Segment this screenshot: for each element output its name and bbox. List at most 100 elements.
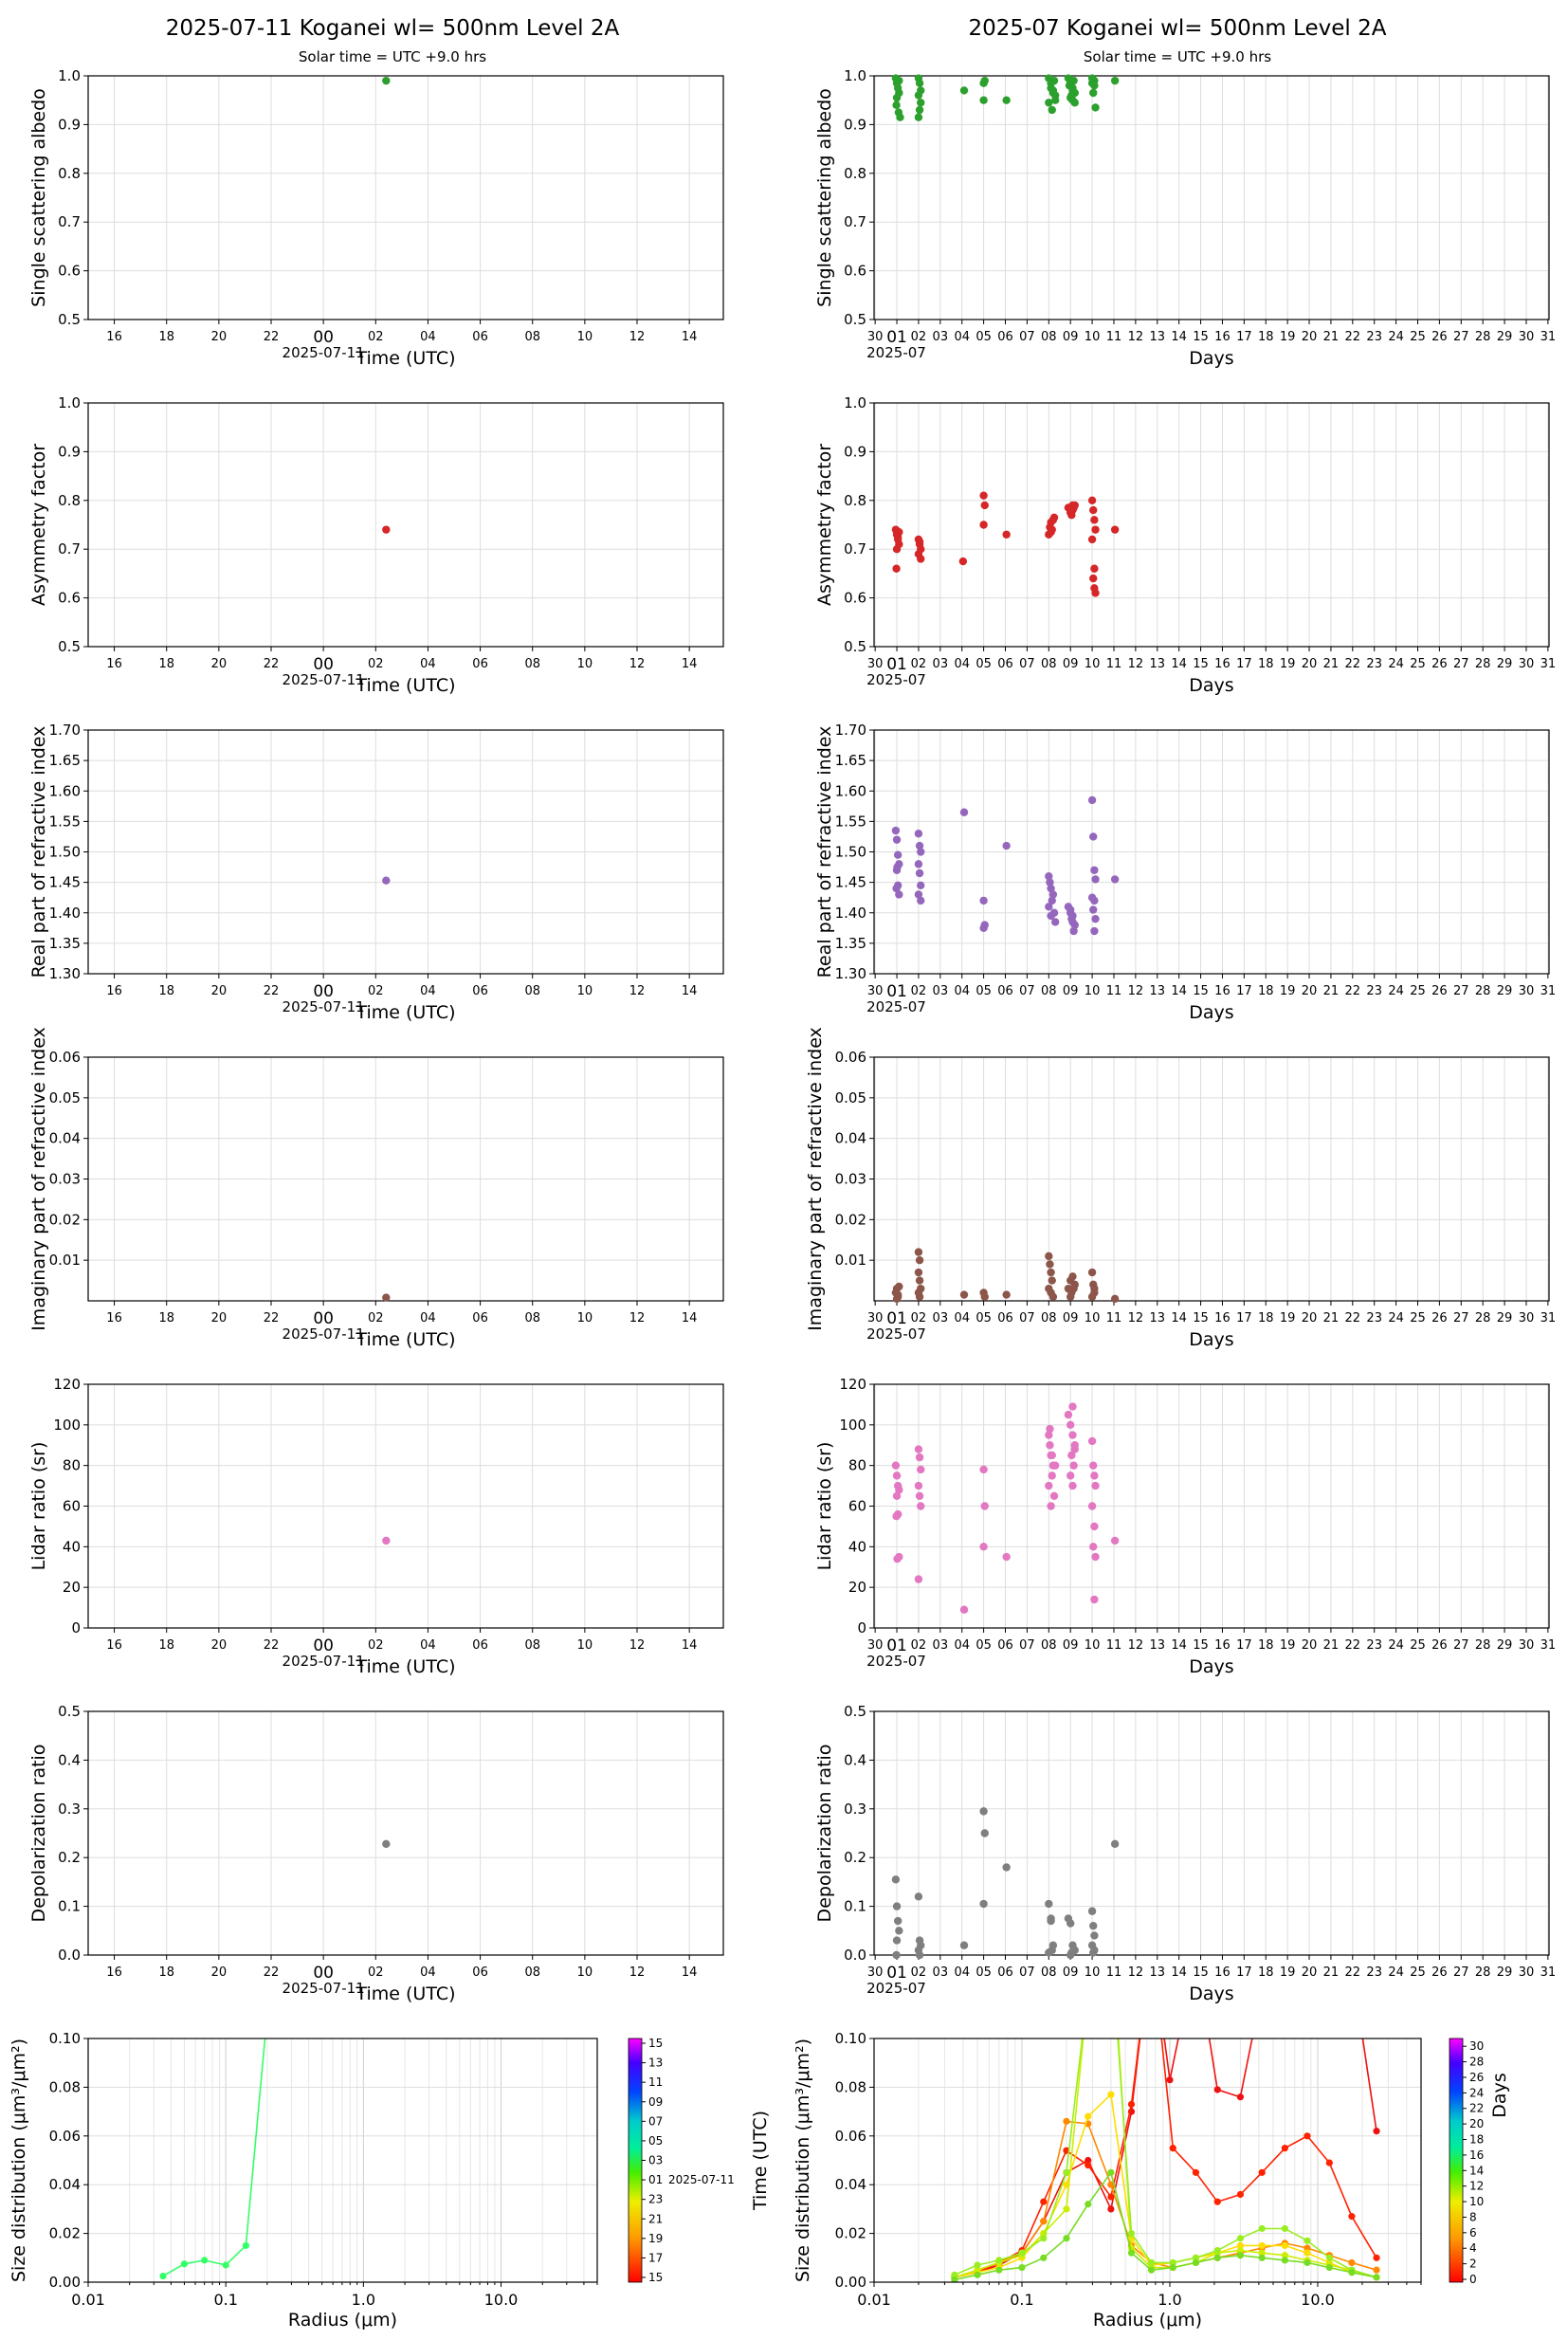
left-xtick-label: 06 <box>472 1311 488 1325</box>
right-xtick-label: 09 <box>1063 330 1079 344</box>
right-size-series-point <box>974 2266 981 2274</box>
right-data-point <box>891 1875 901 1884</box>
right-ytick-label: 0.06 <box>835 1049 866 1066</box>
right-data-point <box>1046 1424 1054 1434</box>
right-xtick-label: 13 <box>1149 984 1165 998</box>
right-data-point <box>1045 903 1053 911</box>
right-xtick-label: 04 <box>954 1311 970 1325</box>
right-colorbar-tick-label: 28 <box>1469 2056 1484 2069</box>
right-data-point <box>917 555 925 563</box>
right-xtick-label: 02 <box>911 657 927 671</box>
left-size-series-point <box>242 2241 249 2250</box>
right-size-series-point <box>1085 2156 1092 2165</box>
right-xtick-label: 19 <box>1280 1638 1296 1653</box>
right-xtick-label: 02 <box>911 984 927 998</box>
right-data-point <box>1047 911 1055 921</box>
left-ytick-label: 1.0 <box>58 394 81 411</box>
left-ytick-label: 0.1 <box>58 1898 81 1915</box>
right-data-point <box>1066 76 1075 85</box>
left-ytick-label: 1.45 <box>49 874 81 891</box>
left-colorbar-tick-label: 03 <box>648 2154 663 2167</box>
right-data-point <box>1068 1402 1077 1411</box>
right-xtick-label: 21 <box>1323 1311 1340 1325</box>
right-data-point <box>892 835 902 844</box>
right-size-series-point <box>1281 2252 1288 2259</box>
right-colorbar-tick-label: 20 <box>1469 2117 1484 2130</box>
right-colorbar-tick-label: 24 <box>1469 2086 1484 2099</box>
right-xtick-label: 15 <box>1193 330 1209 344</box>
right-data-point <box>1091 875 1100 884</box>
right-size-series-point <box>1236 2190 1245 2199</box>
right-data-point <box>1090 1522 1099 1531</box>
left-xtick-label: 02 <box>368 984 384 998</box>
right-ytick-label: 0.5 <box>844 311 866 328</box>
right-data-point <box>891 1461 901 1470</box>
right-xtick-label: 10 <box>1085 330 1101 344</box>
left-xtick-label: 16 <box>106 1965 122 1980</box>
left-colorbar-tick-label: 07 <box>648 2114 663 2128</box>
right-xtick-label: 04 <box>954 657 970 671</box>
right-xtick-label: 25 <box>1410 1965 1426 1980</box>
left-xtick-label: 18 <box>158 330 174 344</box>
right-xtick-label: 30 <box>1519 984 1535 998</box>
right-data-point <box>893 863 902 871</box>
left-size-series-point <box>159 2272 167 2280</box>
left-size-ytick-label: 0.08 <box>49 2078 81 2095</box>
left-xtick-label: 14 <box>682 657 698 671</box>
right-data-point <box>959 1941 969 1949</box>
left-colorbar <box>628 2038 643 2283</box>
right-xtick-label: 15 <box>1193 984 1209 998</box>
right-xtick-label: 21 <box>1323 1638 1340 1653</box>
right-size-series-point <box>1192 2258 1200 2267</box>
left-xtick-label: 14 <box>682 1965 698 1980</box>
right-xtick-label: 12 <box>1128 1638 1144 1653</box>
left-ytick-label: 80 <box>63 1457 81 1474</box>
right-xtick-label: 11 <box>1106 1311 1122 1325</box>
right-xtick-label: 05 <box>975 1311 992 1325</box>
right-xtick-label: 01 <box>886 1309 907 1328</box>
left-ytick-label: 0.05 <box>49 1089 81 1106</box>
right-xtick-label: 07 <box>1019 1311 1035 1325</box>
right-data-point <box>892 545 902 554</box>
right-size-series-point <box>1107 2091 1115 2098</box>
right-xtick-label: 24 <box>1388 657 1404 671</box>
right-data-point <box>1090 866 1099 874</box>
right-xtick-label: 03 <box>933 657 949 671</box>
left-ytick-label: 0.7 <box>58 213 81 230</box>
right-xtick-label: 10 <box>1085 657 1101 671</box>
right-colorbar-tick-label: 16 <box>1469 2148 1484 2162</box>
right-xtick-label: 30 <box>867 1311 884 1325</box>
right-data-point <box>979 96 988 104</box>
left-xtick-label: 10 <box>577 1965 593 1980</box>
right-xtick-label: 02 <box>911 1965 927 1980</box>
right-size-series-point <box>1107 1938 1114 1945</box>
right-size-series-point <box>1213 2198 1221 2205</box>
right-size-y-axis-label: Size distribution (μm³/μm²) <box>793 2038 813 2282</box>
right-size-series-point <box>1085 2162 1092 2169</box>
right-data-point <box>1069 926 1078 936</box>
right-xtick-label: 29 <box>1497 1638 1513 1653</box>
right-size-series-line <box>954 2038 1377 2278</box>
right-data-point <box>1089 905 1098 914</box>
right-data-point <box>893 850 903 859</box>
right-xtick-label: 30 <box>867 1965 884 1980</box>
right-xtick-label: 11 <box>1106 1638 1122 1653</box>
right-colorbar-tick-label: 10 <box>1469 2195 1484 2208</box>
right-data-point <box>1068 918 1077 926</box>
right-month-label: 2025-07 <box>866 1980 926 1997</box>
right-xtick-label: 17 <box>1236 1965 1252 1980</box>
right-size-ytick-label: 0.06 <box>835 2128 866 2145</box>
right-month-label: 2025-07 <box>866 1325 926 1343</box>
right-data-point <box>915 1491 924 1500</box>
right-month-label: 2025-07 <box>866 671 926 688</box>
right-data-point <box>915 841 924 850</box>
left-xtick-label: 20 <box>211 657 228 671</box>
left-ytick-label: 40 <box>63 1538 81 1555</box>
left-xtick-label: 18 <box>158 1965 174 1980</box>
left-xtick-label: 06 <box>472 1965 488 1980</box>
right-data-point <box>1090 1472 1099 1480</box>
right-ytick-label: 1.0 <box>844 67 866 84</box>
right-xtick-label: 01 <box>886 655 907 674</box>
left-xtick-label: 00 <box>313 328 334 347</box>
